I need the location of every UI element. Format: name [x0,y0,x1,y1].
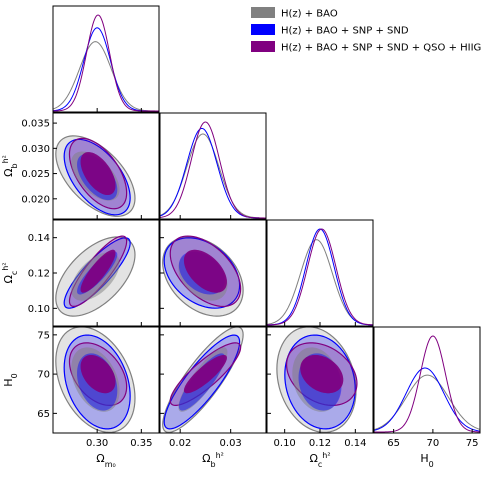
y-axis-label-ob: Ωbh² [1,155,19,177]
density-line [53,14,159,112]
y-tick-label: 0.12 [28,269,50,280]
panels-layer: 0.020 0.025 0.030 0.035 0.10 0.12 0.14 0.30 0.35… [1,5,481,469]
x-axis-label-om: Ωm₀ [96,452,115,469]
panel-frame [373,326,481,434]
density-line [53,41,159,112]
panel-frame [52,326,160,434]
legend: H(z) + BAO H(z) + BAO + SNP + SND H(z) + B… [251,7,481,54]
x-tick-label: 0.14 [344,438,366,449]
x-tick-label: 0.12 [309,438,331,449]
contour-1sigma-top [80,355,116,394]
panel-oc-h0: 0.10 0.12 0.14 [266,326,374,449]
y-tick-label: 0.030 [21,144,50,155]
panel-frame [159,112,267,220]
x-axis-label-oc: Ωch² [309,451,330,469]
panel-ob-ob [159,112,267,220]
legend-label: H(z) + BAO [281,9,338,20]
y-tick-label: 75 [37,330,50,341]
legend-swatch [251,24,275,35]
x-tick-label: 0.30 [86,438,108,449]
panel-ob-oc [159,219,267,327]
contour-1sigma-top [80,249,116,293]
x-axis-label-ob: Ωbh² [202,451,224,469]
density-line [160,121,266,219]
panel-om-h0: 0.30 0.35 65 70 75 [37,326,160,449]
y-axis-label-h0: H0 [2,373,19,386]
density-line [160,127,266,219]
y-axis-label-oc: Ωch² [1,262,19,283]
x-tick-label: 0.03 [220,438,242,449]
x-tick-label: 70 [427,438,440,449]
legend-swatch [251,7,275,18]
density-line [267,239,373,326]
density-line [267,228,373,326]
legend-label: H(z) + BAO + SNP + SND [281,26,409,37]
panel-om-oc: 0.10 0.12 0.14 [28,219,160,327]
x-tick-label: 0.10 [274,438,296,449]
legend-swatch [251,41,275,52]
y-tick-label: 70 [37,370,50,381]
density-line [267,228,373,326]
y-tick-label: 0.10 [28,304,50,315]
y-tick-label: 0.14 [28,233,50,244]
density-line [374,335,480,433]
panel-frame [52,112,160,220]
panel-ob-h0: 0.02 0.03 [159,326,267,449]
panel-om-ob: 0.020 0.025 0.030 0.035 [21,112,160,220]
panel-frame [52,5,160,113]
x-axis-label-h0: H0 [420,452,433,469]
contour-1sigma-top [80,152,116,196]
panel-frame [159,326,267,434]
contour-1sigma-top [300,355,344,394]
panel-om-om [52,5,160,113]
y-tick-label: 65 [37,409,50,420]
panel-h0-h0: 65 70 75 [373,326,481,449]
y-tick-label: 0.025 [21,169,50,180]
density-line [374,367,480,432]
y-tick-label: 0.020 [21,194,50,205]
legend-label: H(z) + BAO + SNP + SND + QSO + HIIG [281,43,481,54]
density-line [160,133,266,219]
x-tick-label: 65 [387,438,400,449]
contour-1sigma-top [183,249,227,293]
panel-oc-oc [266,219,374,327]
panel-frame [266,219,374,327]
contour-1sigma-top [183,355,227,394]
y-tick-label: 0.035 [21,119,50,130]
density-line [53,27,159,112]
x-tick-label: 0.35 [130,438,152,449]
x-tick-label: 0.02 [169,438,191,449]
x-tick-label: 75 [466,438,479,449]
